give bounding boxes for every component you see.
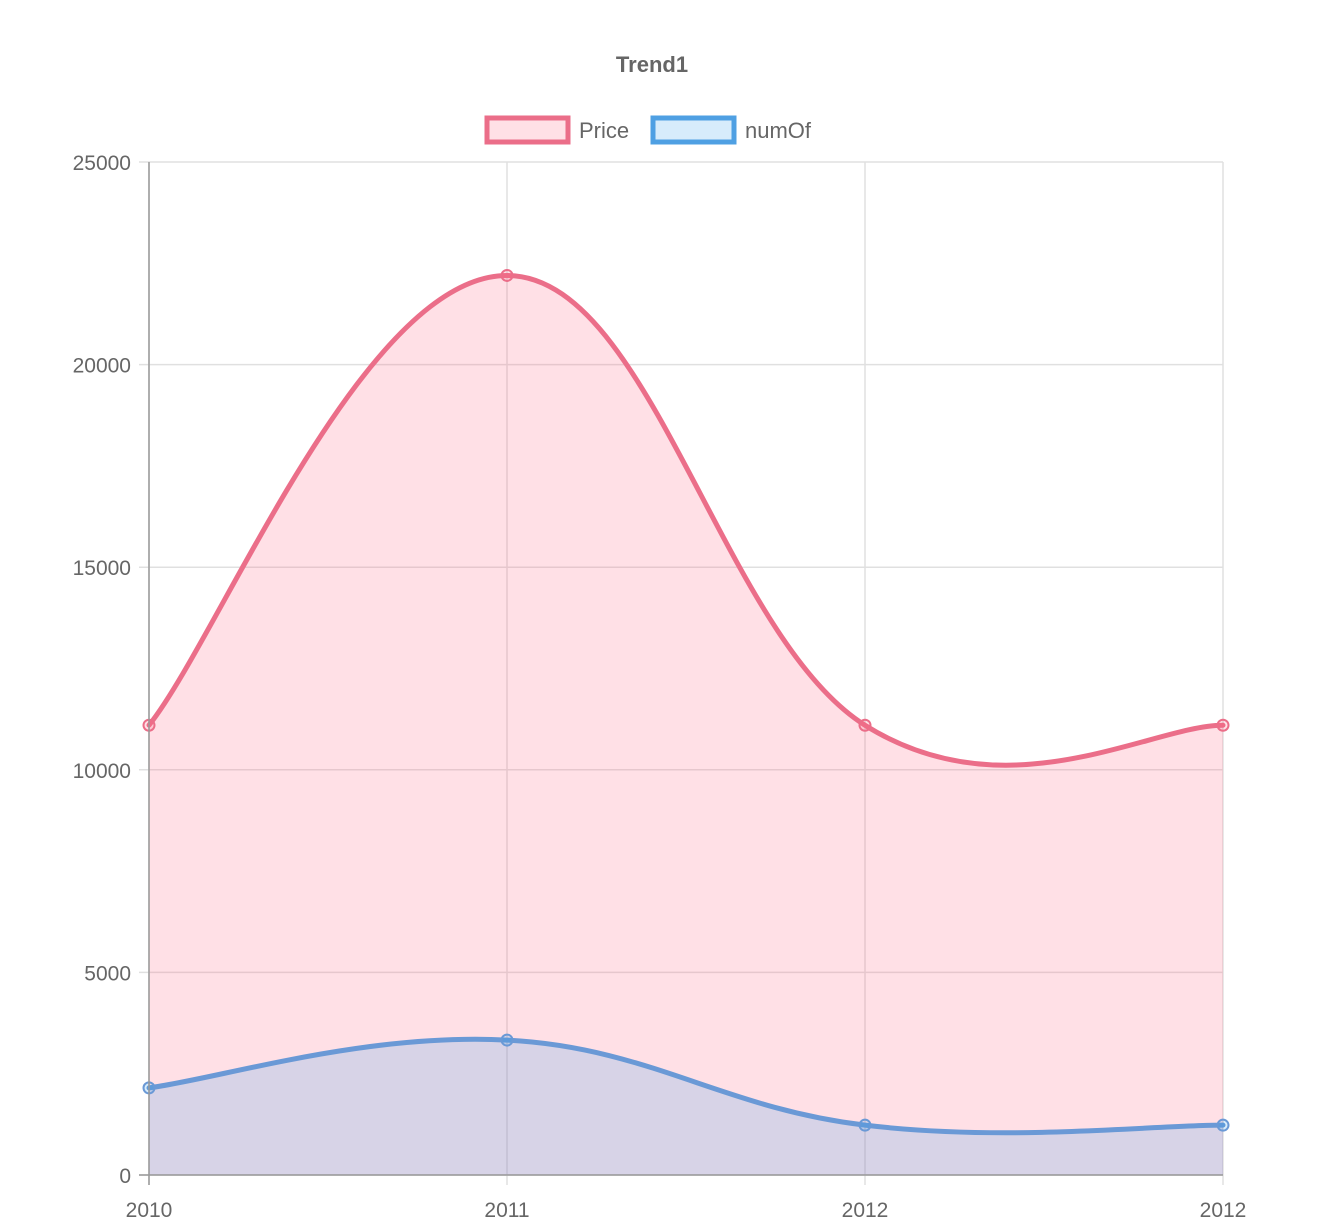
y-tick-label: 10000: [73, 760, 131, 783]
y-tick-label: 25000: [73, 152, 131, 175]
chart-legend[interactable]: Price numOf: [484, 115, 812, 145]
x-tick-label: 2010: [126, 1199, 173, 1222]
y-tick-label: 0: [119, 1165, 131, 1188]
series-numof: [142, 1033, 1230, 1175]
y-tick-label: 15000: [73, 557, 131, 580]
data-point[interactable]: [500, 1033, 514, 1047]
legend-swatch: [650, 115, 737, 145]
series-line: [146, 272, 1226, 768]
x-axis-tick-labels: 2010 2011 2012 2012: [126, 1199, 1247, 1222]
x-tick-label: 2011: [484, 1199, 529, 1222]
x-tick-label: 2012: [1200, 1199, 1247, 1222]
series-area-fill: [149, 1039, 1223, 1175]
legend-label: numOf: [745, 118, 812, 143]
data-point[interactable]: [1216, 718, 1230, 732]
data-point[interactable]: [858, 718, 872, 732]
legend-item-price[interactable]: Price: [484, 115, 629, 145]
series-area-fill: [149, 275, 1223, 1175]
data-point[interactable]: [858, 1118, 872, 1132]
y-axis-tick-labels: 0 5000 10000 15000 20000 25000: [73, 152, 131, 1188]
data-point[interactable]: [500, 268, 514, 282]
y-tick-label: 5000: [84, 962, 131, 985]
legend-label: Price: [579, 118, 629, 143]
x-tick-label: 2012: [842, 1199, 889, 1222]
legend-item-numof[interactable]: numOf: [650, 115, 812, 145]
series-line: [146, 1036, 1226, 1136]
axes: [139, 162, 1223, 1185]
y-tick-label: 20000: [73, 355, 131, 378]
legend-swatch: [484, 115, 571, 145]
series-price: [142, 268, 1230, 1175]
data-point[interactable]: [1216, 1118, 1230, 1132]
chart-title: Trend1: [616, 52, 688, 77]
series-layer: [142, 268, 1230, 1175]
